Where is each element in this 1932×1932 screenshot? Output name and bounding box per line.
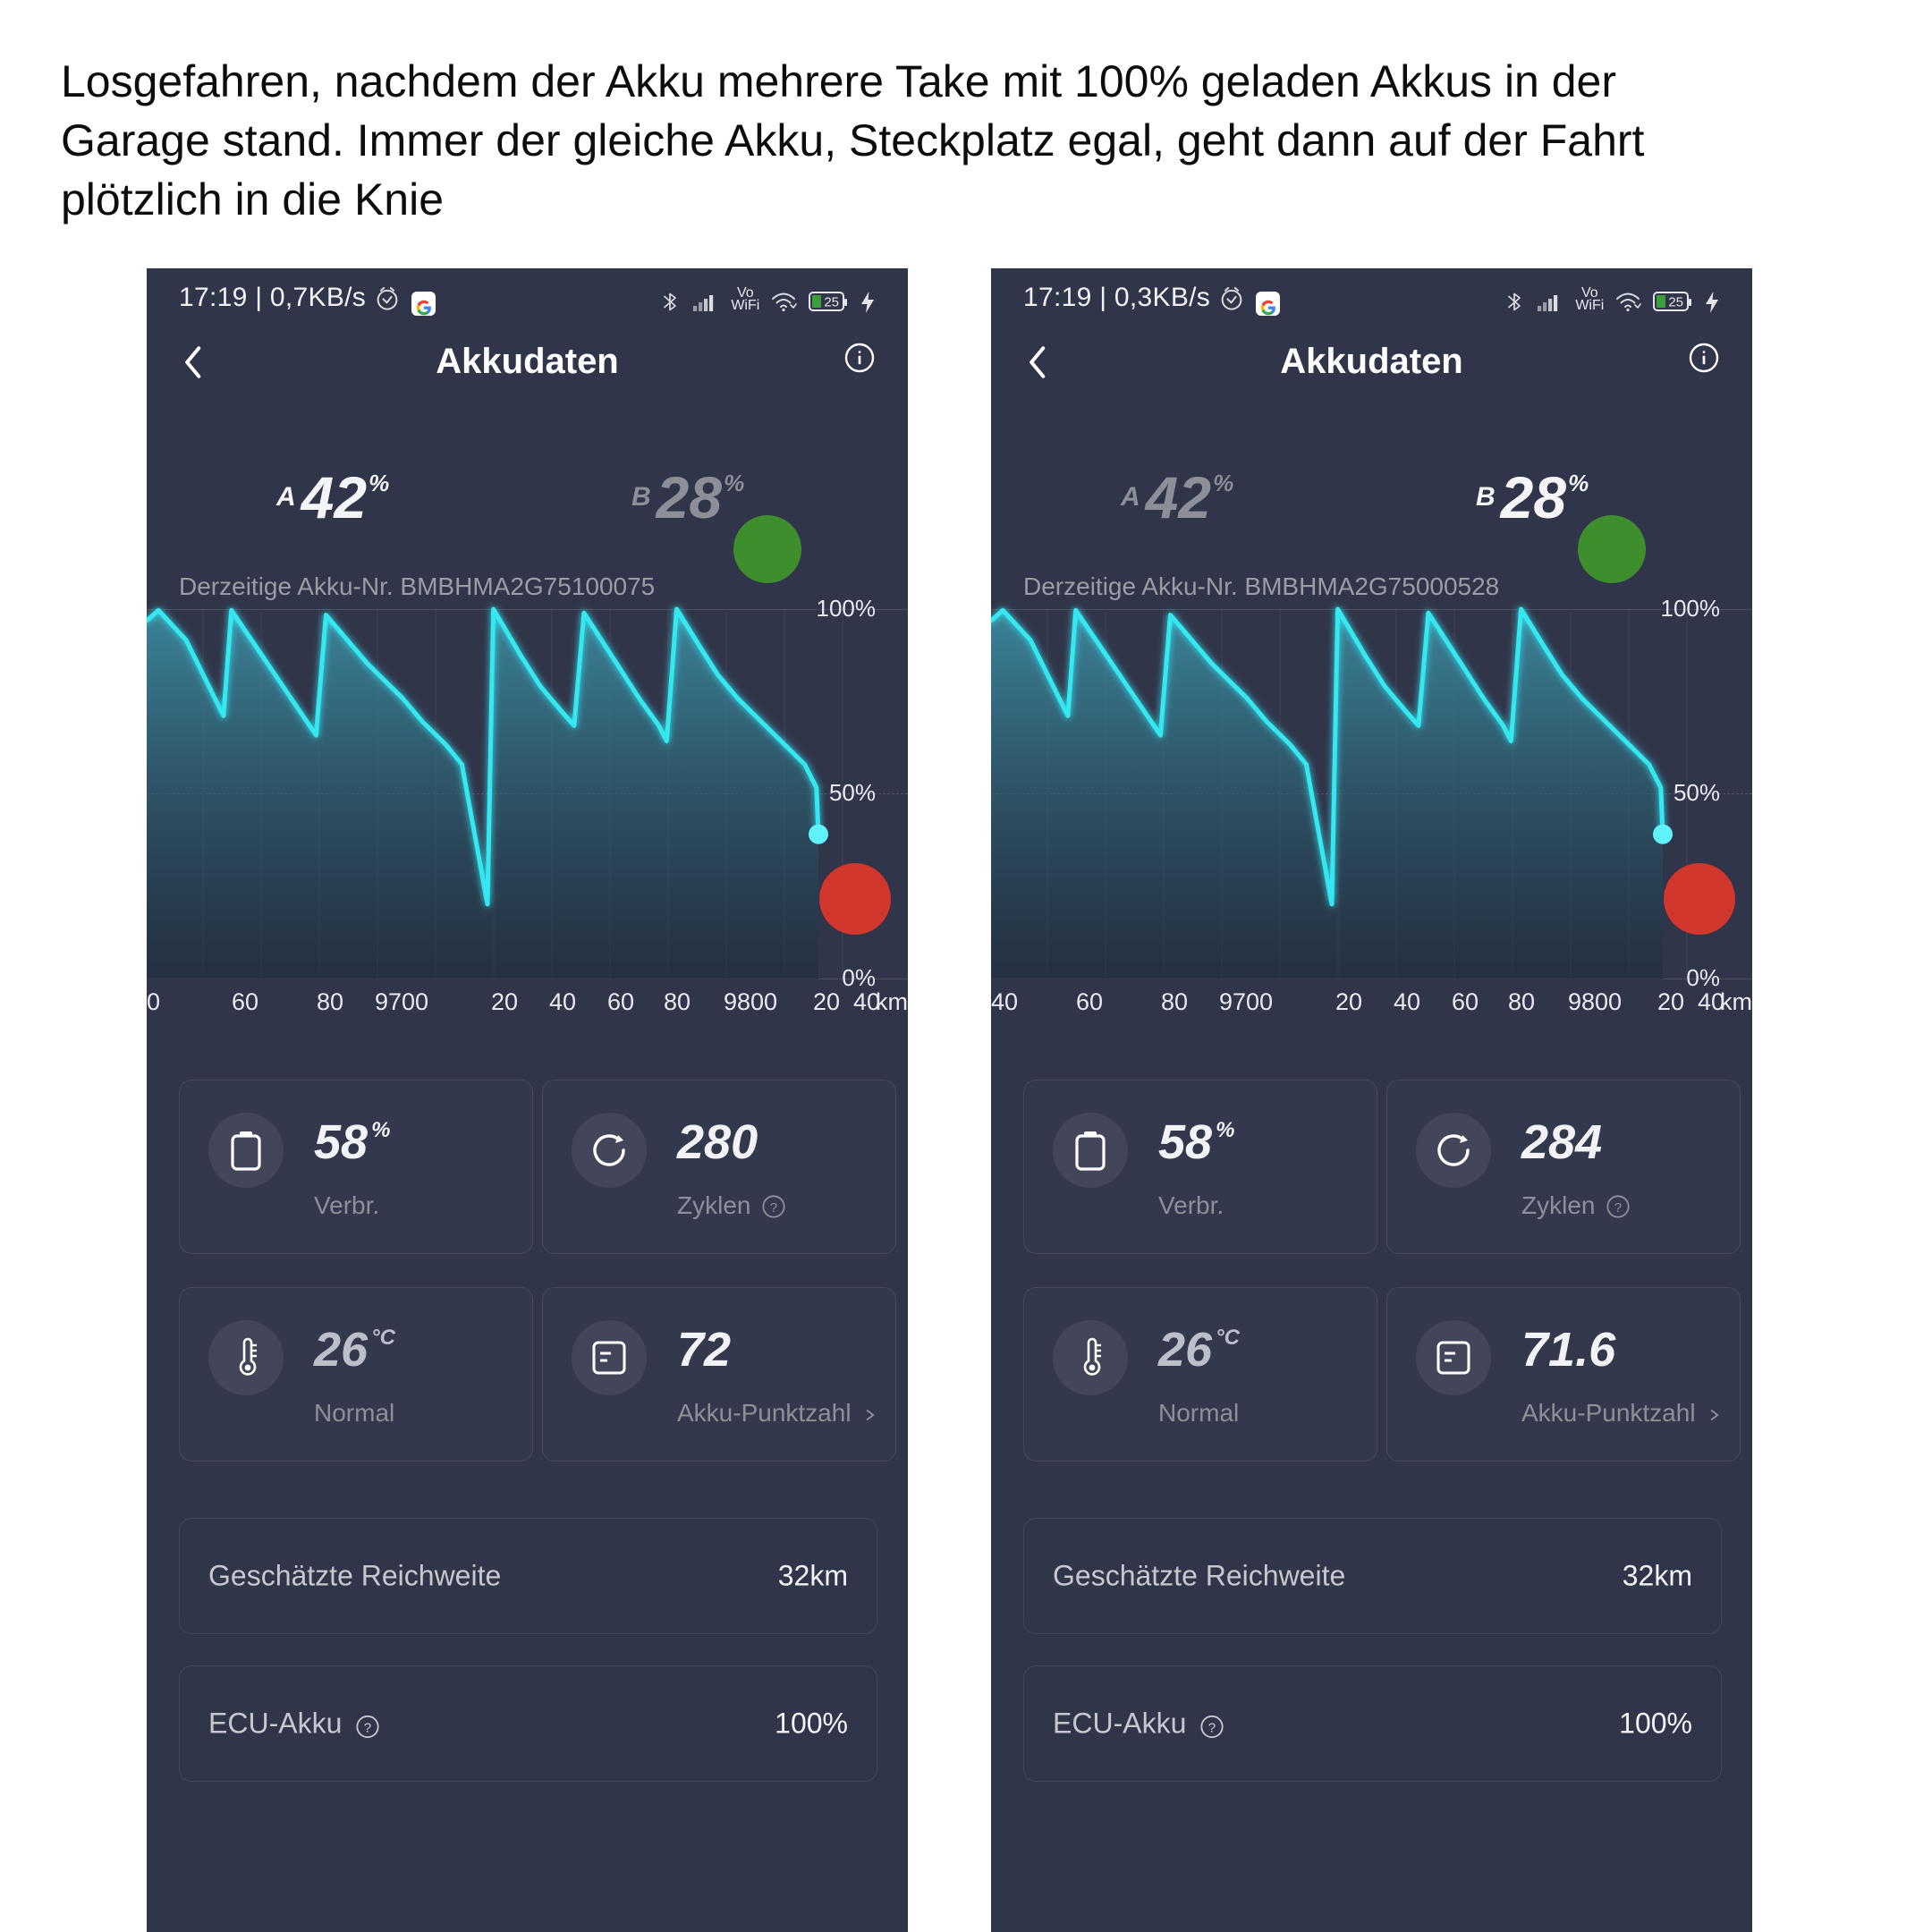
svg-text:25: 25 <box>824 295 839 310</box>
svg-text:?: ? <box>1208 1720 1216 1735</box>
svg-text:?: ? <box>364 1720 371 1735</box>
svg-text:?: ? <box>770 1200 777 1216</box>
svg-text:?: ? <box>1614 1200 1622 1216</box>
svg-text:25: 25 <box>1668 295 1683 310</box>
